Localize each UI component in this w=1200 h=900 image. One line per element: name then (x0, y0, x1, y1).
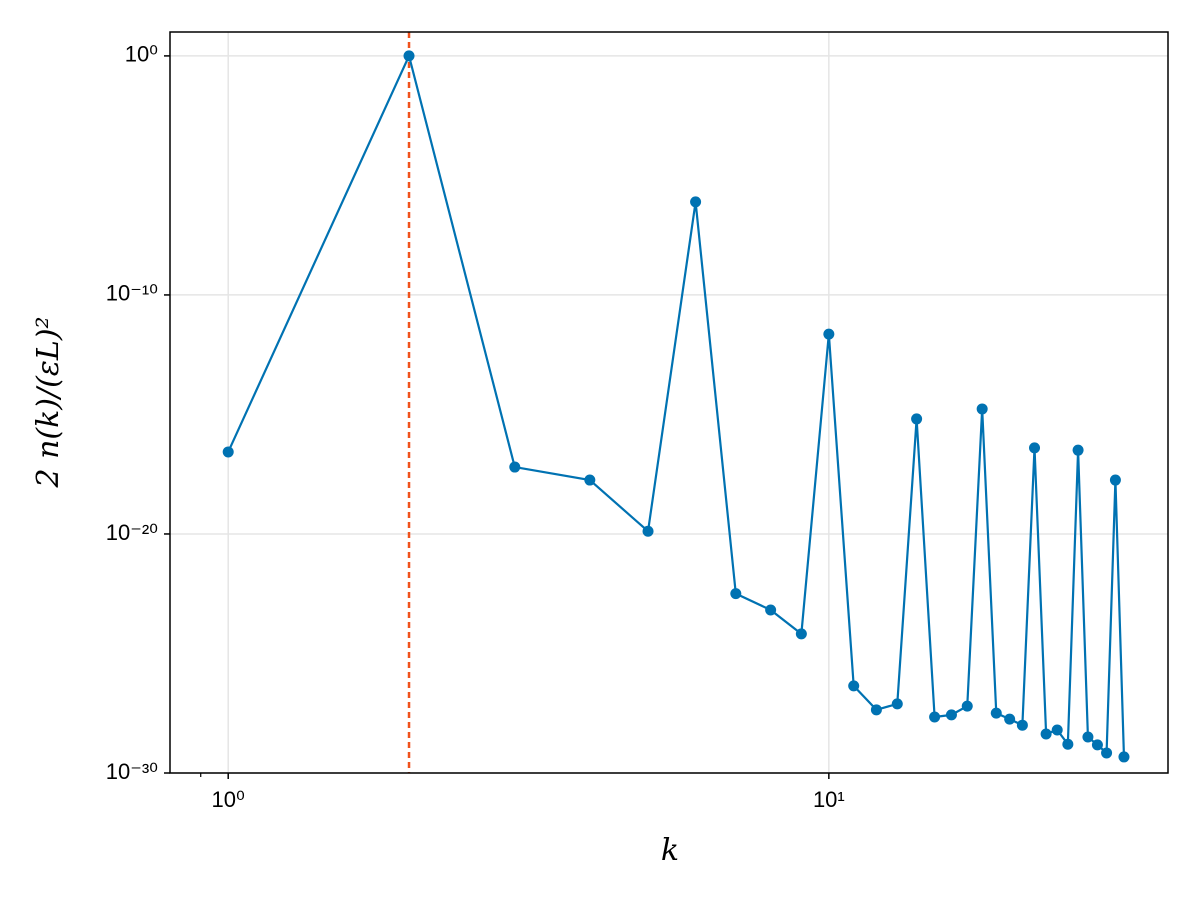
data-point (1004, 713, 1016, 725)
data-point (584, 474, 596, 486)
data-point (1072, 444, 1084, 456)
data-point (1118, 751, 1130, 763)
data-point (765, 604, 777, 616)
data-point (945, 709, 957, 721)
data-point (1016, 719, 1028, 731)
data-point (1091, 739, 1103, 751)
y-tick-label: 10⁻¹⁰ (106, 281, 158, 306)
data-point (690, 196, 702, 208)
data-point (990, 707, 1002, 719)
data-point (929, 711, 941, 723)
data-point (1101, 747, 1113, 759)
y-tick-label: 10⁻²⁰ (106, 520, 158, 545)
data-point (222, 446, 234, 458)
data-point (870, 704, 882, 716)
data-point (1029, 442, 1041, 454)
plot-frame (169, 31, 1169, 774)
data-point (911, 413, 923, 425)
data-point (509, 461, 521, 473)
y-tick-label: 10⁻³⁰ (106, 759, 158, 784)
y-tick-label: 10⁰ (125, 42, 158, 67)
x-tick-label: 10¹ (813, 787, 845, 812)
data-point (976, 403, 988, 415)
data-point (403, 50, 415, 62)
data-point (1062, 738, 1074, 750)
y-axis-label: 2 n(k)/(εL)² (31, 316, 66, 488)
data-point (823, 328, 835, 340)
data-point (1040, 728, 1052, 740)
data-point (795, 628, 807, 640)
data-point (730, 588, 742, 600)
data-point (1082, 731, 1094, 743)
x-axis-label: k (661, 833, 679, 868)
data-point (642, 525, 654, 537)
data-point (891, 698, 903, 710)
data-point (1109, 474, 1121, 486)
data-point (1051, 724, 1063, 736)
data-point (961, 700, 973, 712)
x-tick-label: 10⁰ (212, 787, 245, 812)
data-point (848, 680, 860, 692)
series-line (227, 52, 1126, 757)
